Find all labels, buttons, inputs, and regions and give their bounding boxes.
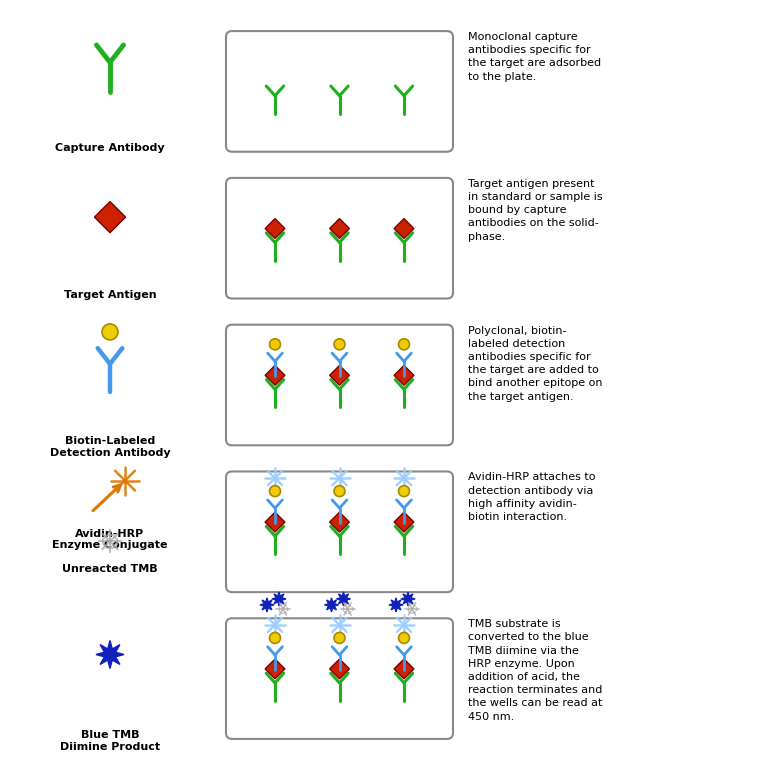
Text: Avidin-HRP attaches to
detection antibody via
high affinity avidin-
biotin inter: Avidin-HRP attaches to detection antibod… (468, 472, 595, 522)
FancyBboxPatch shape (226, 618, 453, 739)
FancyBboxPatch shape (226, 471, 453, 592)
Polygon shape (272, 592, 286, 606)
Polygon shape (260, 598, 274, 612)
Circle shape (399, 338, 410, 350)
Circle shape (399, 486, 410, 497)
Bar (394, 219, 414, 238)
Bar (394, 512, 414, 532)
Text: Monoclonal capture
antibodies specific for
the target are adsorbed
to the plate.: Monoclonal capture antibodies specific f… (468, 32, 601, 82)
Circle shape (399, 633, 410, 643)
Text: TMB substrate is
converted to the blue
TMB diimine via the
HRP enzyme. Upon
addi: TMB substrate is converted to the blue T… (468, 619, 602, 722)
Circle shape (270, 338, 280, 350)
Circle shape (102, 324, 118, 340)
Text: Blue TMB
Diimine Product: Blue TMB Diimine Product (60, 730, 160, 752)
Text: Unreacted TMB: Unreacted TMB (62, 565, 158, 575)
Circle shape (270, 486, 280, 497)
Bar (329, 512, 349, 532)
FancyBboxPatch shape (226, 178, 453, 299)
Polygon shape (401, 592, 415, 606)
Text: Avidin-HRP
Enzyme Conjugate: Avidin-HRP Enzyme Conjugate (52, 529, 168, 550)
Text: Biotin-Labeled
Detection Antibody: Biotin-Labeled Detection Antibody (50, 436, 170, 458)
Bar (265, 659, 285, 679)
Text: Target antigen present
in standard or sample is
bound by capture
antibodies on t: Target antigen present in standard or sa… (468, 179, 603, 241)
Polygon shape (336, 592, 351, 606)
Circle shape (270, 633, 280, 643)
Bar (394, 365, 414, 385)
Circle shape (334, 486, 345, 497)
Polygon shape (389, 598, 403, 612)
Bar (95, 202, 125, 233)
Text: Capture Antibody: Capture Antibody (55, 143, 165, 153)
Bar (329, 365, 349, 385)
Polygon shape (96, 640, 124, 668)
Bar (265, 219, 285, 238)
Polygon shape (325, 598, 338, 612)
Circle shape (334, 338, 345, 350)
Bar (329, 659, 349, 679)
Bar (265, 512, 285, 532)
Text: Polyclonal, biotin-
labeled detection
antibodies specific for
the target are add: Polyclonal, biotin- labeled detection an… (468, 325, 603, 402)
FancyBboxPatch shape (226, 31, 453, 152)
Circle shape (334, 633, 345, 643)
Bar (394, 659, 414, 679)
Bar (265, 365, 285, 385)
Bar (329, 219, 349, 238)
Text: Target Antigen: Target Antigen (63, 290, 157, 299)
FancyBboxPatch shape (226, 325, 453, 445)
